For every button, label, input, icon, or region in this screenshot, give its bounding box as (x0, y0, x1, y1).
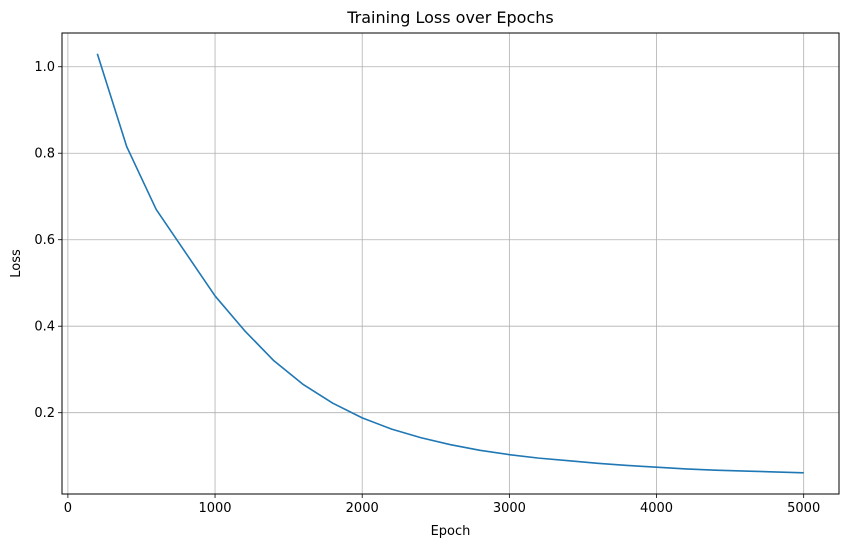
x-tick-label: 1000 (198, 501, 231, 516)
y-tick-label: 0.6 (34, 233, 55, 248)
y-tick-label: 0.8 (34, 147, 55, 162)
loss-series-line (96, 53, 804, 474)
x-tick-label: 4000 (640, 501, 673, 516)
y-tick-label: 1.0 (34, 60, 55, 75)
chart-title: Training Loss over Epochs (346, 8, 554, 27)
x-axis-ticks: 0 1000 2000 3000 4000 5000 (64, 494, 820, 516)
x-tick-label: 5000 (787, 501, 820, 516)
x-tick-label: 2000 (346, 501, 379, 516)
grid (62, 33, 839, 494)
plot-frame (61, 32, 840, 495)
y-axis-ticks: 0.2 0.4 0.6 0.8 1.0 (34, 60, 62, 421)
x-tick-label: 0 (64, 501, 72, 516)
y-tick-label: 0.4 (34, 320, 55, 335)
y-axis-label: Loss (9, 249, 24, 278)
x-axis-label: Epoch (431, 524, 471, 539)
x-tick-label: 3000 (493, 501, 526, 516)
y-tick-label: 0.2 (34, 406, 55, 421)
series-layer (96, 53, 804, 474)
